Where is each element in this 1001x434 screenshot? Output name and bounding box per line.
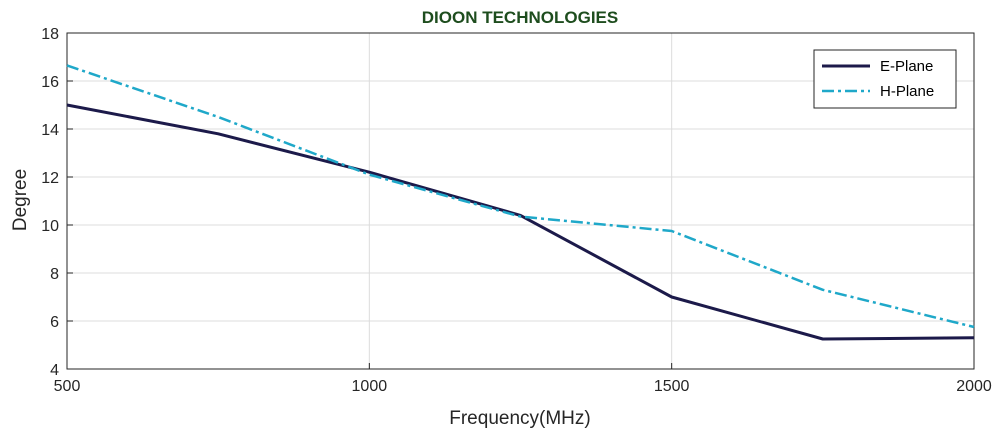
x-tick-label: 1500 xyxy=(654,378,690,395)
legend-box xyxy=(813,49,957,109)
y-tick-label: 18 xyxy=(41,26,59,43)
y-axis-title: Degree xyxy=(10,169,31,231)
series-line-e-plane xyxy=(66,103,975,341)
y-axis: 4 6 8 10 12 14 16 18 xyxy=(41,26,73,379)
x-axis: 500 1000 1500 2000 xyxy=(54,363,992,395)
legend-label: H-Plane xyxy=(880,83,934,100)
y-tick-label: 8 xyxy=(50,266,59,283)
x-tick-label: 1000 xyxy=(352,378,388,395)
series-layer xyxy=(66,64,975,341)
x-tick-label: 500 xyxy=(54,378,81,395)
y-tick-label: 4 xyxy=(50,362,59,379)
y-tick-label: 16 xyxy=(41,74,59,91)
y-tick-label: 14 xyxy=(41,122,59,139)
chart-title: DIOON TECHNOLOGIES xyxy=(422,8,618,27)
legend: E-Plane H-Plane xyxy=(813,49,957,109)
legend-label: E-Plane xyxy=(880,58,933,75)
plot-frame xyxy=(66,32,975,370)
y-tick-label: 12 xyxy=(41,170,59,187)
y-tick-label: 10 xyxy=(41,218,59,235)
series-line-h-plane xyxy=(66,64,975,329)
y-tick-label: 6 xyxy=(50,314,59,331)
x-axis-title: Frequency(MHz) xyxy=(449,408,590,429)
x-tick-label: 2000 xyxy=(956,378,992,395)
